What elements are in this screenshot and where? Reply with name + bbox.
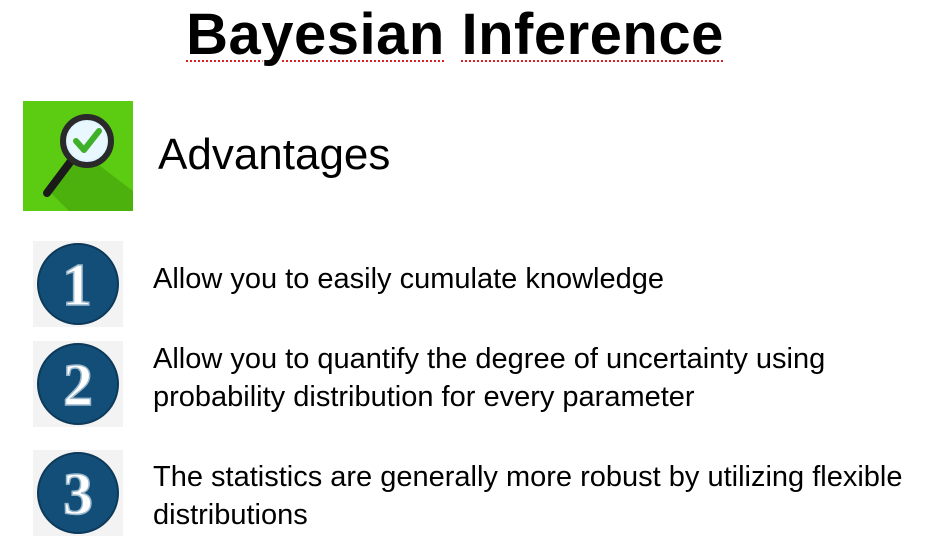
- advantage-item-2: Allow you to quantify the degree of unce…: [153, 343, 826, 413]
- number-3-glyph: 3: [63, 461, 93, 527]
- number-2-icon: 2: [33, 341, 123, 427]
- number-1-glyph: 1: [62, 252, 92, 318]
- number-1-icon: 1: [33, 241, 123, 327]
- advantage-item-3: The statistics are generally more robust…: [153, 461, 903, 531]
- title-word-inference: Inference: [461, 2, 724, 67]
- section-label-advantages: Advantages: [158, 130, 391, 179]
- slide-title: Bayesian Inference: [0, 0, 910, 70]
- title-word-bayesian: Bayesian: [186, 2, 445, 67]
- number-2-glyph: 2: [63, 352, 93, 418]
- magnifier-check-icon: [23, 101, 133, 211]
- advantage-item-1: Allow you to easily cumulate knowledge: [153, 263, 664, 295]
- number-3-icon: 3: [33, 450, 123, 536]
